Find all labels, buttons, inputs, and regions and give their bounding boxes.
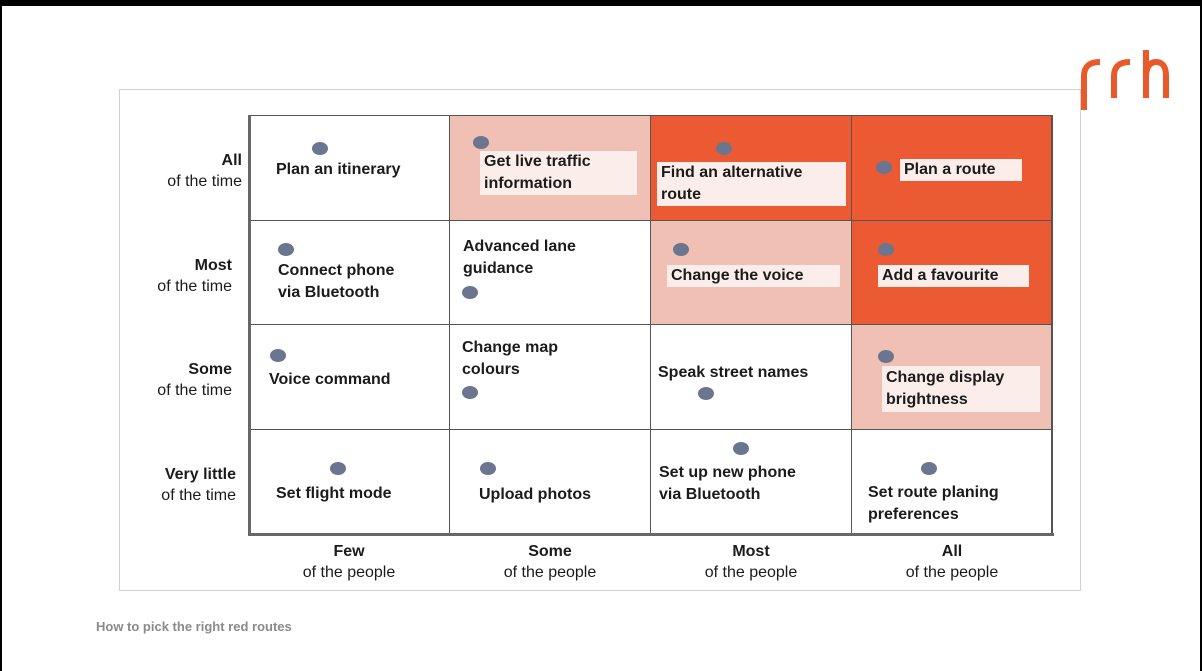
cell-r3c3 bbox=[852, 430, 1052, 534]
x-axis-line bbox=[248, 533, 1054, 536]
dot-r1c1 bbox=[462, 286, 478, 299]
dot-r2c2 bbox=[698, 387, 714, 400]
label-change-map-colours: Change map colours bbox=[462, 339, 559, 378]
top-frame-bar bbox=[0, 0, 1202, 6]
row-label-main: Some bbox=[188, 361, 232, 378]
col-label-main: Most bbox=[732, 543, 770, 560]
row-label-sub: of the time bbox=[161, 487, 236, 504]
row-label-some: Some of the time bbox=[107, 359, 232, 401]
label-connect-phone: Connect phone via Bluetooth bbox=[278, 262, 395, 301]
label-plan-a-route: Plan a route bbox=[900, 159, 1022, 181]
row-label-all: All of the time bbox=[117, 150, 242, 192]
dot-r2c3 bbox=[878, 350, 894, 363]
cell-r3c1 bbox=[450, 430, 651, 534]
rrh-logo bbox=[1081, 50, 1169, 110]
col-label-main: Few bbox=[333, 543, 365, 560]
figure-caption: How to pick the right red routes bbox=[96, 619, 292, 634]
dot-r3c2 bbox=[733, 442, 749, 455]
label-change-the-voice: Change the voice bbox=[667, 265, 840, 287]
left-frame-edge bbox=[0, 0, 2, 671]
cell-r3c0 bbox=[249, 430, 450, 534]
dot-r3c3 bbox=[921, 462, 937, 475]
row-label-very-little: Very little of the time bbox=[111, 464, 236, 506]
right-frame-edge bbox=[1200, 0, 1202, 671]
col-label-sub: of the people bbox=[302, 564, 396, 581]
col-label-sub: of the people bbox=[503, 564, 597, 581]
label-get-live-traffic: Get live traffic information bbox=[480, 151, 637, 195]
cell-r1c0 bbox=[249, 221, 450, 325]
dot-r3c1 bbox=[480, 462, 496, 475]
dot-r1c0 bbox=[278, 243, 294, 256]
label-speak-street-names: Speak street names bbox=[658, 364, 809, 381]
dot-r2c0 bbox=[270, 349, 286, 362]
label-change-display-brightness: Change display brightness bbox=[882, 366, 1040, 412]
col-label-sub: of the people bbox=[905, 564, 999, 581]
cell-r2c0 bbox=[249, 325, 450, 430]
row-label-main: All bbox=[221, 152, 242, 169]
row-label-main: Most bbox=[194, 257, 232, 274]
dot-r1c2 bbox=[673, 243, 689, 256]
label-upload-photos: Upload photos bbox=[479, 486, 591, 503]
label-set-route-planing-preferences: Set route planing preferences bbox=[868, 484, 999, 523]
cell-r2c1 bbox=[450, 325, 651, 430]
dot-r1c3 bbox=[878, 243, 894, 256]
row-label-sub: of the time bbox=[157, 382, 232, 399]
row-label-sub: of the time bbox=[167, 173, 242, 190]
label-find-alternative-route: Find an alternative route bbox=[657, 162, 846, 206]
cell-r0c0 bbox=[249, 116, 450, 221]
label-voice-command: Voice command bbox=[269, 371, 391, 388]
col-label-most: Most of the people bbox=[651, 541, 851, 583]
row-label-sub: of the time bbox=[157, 278, 232, 295]
y-axis-line bbox=[248, 115, 251, 536]
cell-r1c1 bbox=[450, 221, 651, 325]
dot-r2c1 bbox=[462, 386, 478, 399]
col-label-few: Few of the people bbox=[249, 541, 449, 583]
dot-r0c0 bbox=[312, 142, 328, 155]
label-set-up-new-phone: Set up new phone via Bluetooth bbox=[659, 464, 796, 503]
dot-r0c1 bbox=[473, 136, 489, 149]
label-set-flight-mode: Set flight mode bbox=[276, 485, 392, 502]
cell-r2c2 bbox=[651, 325, 852, 430]
col-label-main: Some bbox=[528, 543, 572, 560]
row-label-most: Most of the time bbox=[107, 255, 232, 297]
row-label-main: Very little bbox=[164, 466, 236, 483]
label-advanced-lane-guidance: Advanced lane guidance bbox=[463, 238, 576, 277]
col-label-main: All bbox=[941, 543, 963, 560]
dot-r0c2 bbox=[716, 142, 732, 155]
col-label-sub: of the people bbox=[704, 564, 798, 581]
col-label-all: All of the people bbox=[852, 541, 1052, 583]
dot-r0c3 bbox=[876, 161, 892, 174]
label-add-a-favourite: Add a favourite bbox=[878, 265, 1029, 287]
col-label-some: Some of the people bbox=[450, 541, 650, 583]
label-plan-an-itinerary: Plan an itinerary bbox=[276, 161, 401, 178]
dot-r3c0 bbox=[330, 462, 346, 475]
